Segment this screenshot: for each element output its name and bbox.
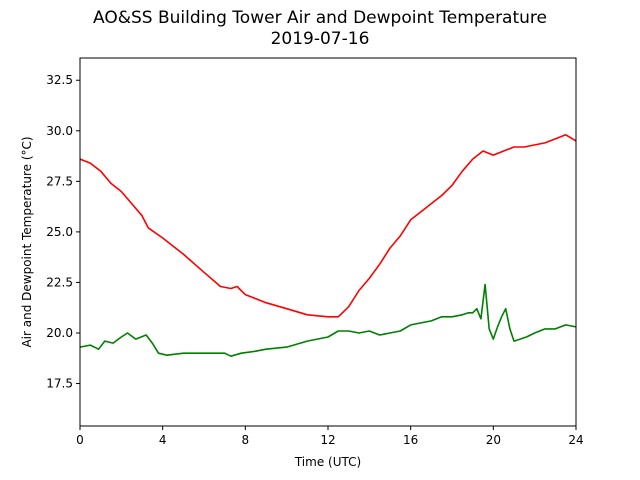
series-line-1 <box>79 134 577 318</box>
chart-title: AO&SS Building Tower Air and Dewpoint Te… <box>92 8 547 28</box>
y-axis-label: Air and Dewpoint Temperature (°C) <box>20 136 34 347</box>
series-line-2 <box>79 283 577 357</box>
series-layer <box>79 134 577 357</box>
chart-subtitle: 2019-07-16 <box>270 29 370 49</box>
x-tick-label: 24 <box>568 433 583 447</box>
x-tick-label: 8 <box>242 433 250 447</box>
x-axis-label: Time (UTC) <box>294 455 361 469</box>
x-tick-label: 16 <box>403 433 418 447</box>
ticks-layer: 0 4 8 12 16 20 24 17.5 20.0 22.5 25.0 27.5 30.0 32.5 <box>46 73 583 447</box>
y-tick-label: 32.5 <box>46 73 73 87</box>
x-tick-label: 12 <box>320 433 335 447</box>
x-tick-label: 0 <box>76 433 84 447</box>
y-tick-label: 22.5 <box>46 275 73 289</box>
y-tick-label: 30.0 <box>46 124 73 138</box>
x-tick-label: 4 <box>159 433 167 447</box>
y-tick-label: 25.0 <box>46 225 73 239</box>
x-tick-label: 20 <box>486 433 501 447</box>
y-tick-label: 20.0 <box>46 326 73 340</box>
plot-frame <box>79 57 577 427</box>
y-tick-label: 27.5 <box>46 174 73 188</box>
y-tick-label: 17.5 <box>46 377 73 391</box>
